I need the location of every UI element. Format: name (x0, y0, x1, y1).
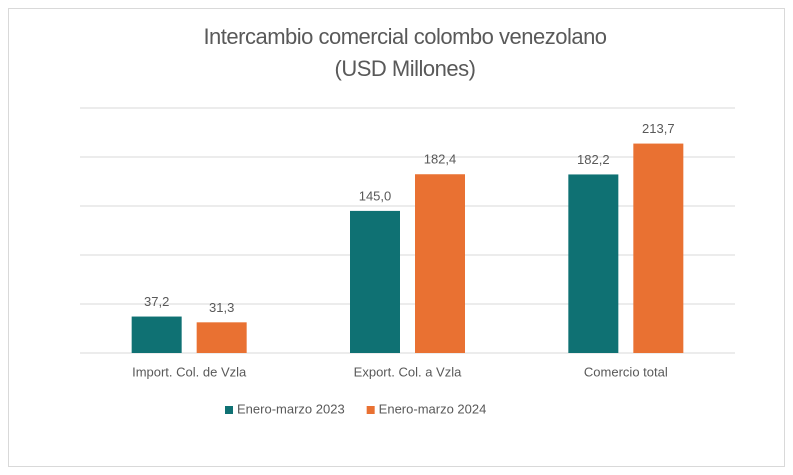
legend-swatch (225, 406, 233, 414)
data-label: 31,3 (209, 300, 234, 315)
chart-subtitle: (USD Millones) (335, 56, 476, 81)
legend-label: Enero-marzo 2024 (379, 401, 487, 416)
bar (633, 143, 684, 353)
data-label: 145,0 (359, 188, 392, 203)
bar (415, 174, 465, 353)
bar (196, 322, 247, 353)
bar (350, 210, 400, 353)
bar (568, 174, 619, 353)
legend-label: Enero-marzo 2023 (237, 401, 345, 416)
data-label: 37,2 (144, 294, 169, 309)
chart-title: Intercambio comercial colombo venezolano (203, 24, 606, 49)
data-label: 182,2 (577, 152, 610, 167)
x-tick-label: Comercio total (584, 364, 668, 379)
x-tick-label: Import. Col. de Vzla (132, 364, 247, 379)
legend-swatch (366, 406, 375, 414)
bar (131, 316, 182, 353)
data-label: 213,7 (642, 121, 675, 136)
x-tick-label: Export. Col. a Vzla (354, 364, 462, 379)
data-label: 182,4 (424, 152, 457, 167)
